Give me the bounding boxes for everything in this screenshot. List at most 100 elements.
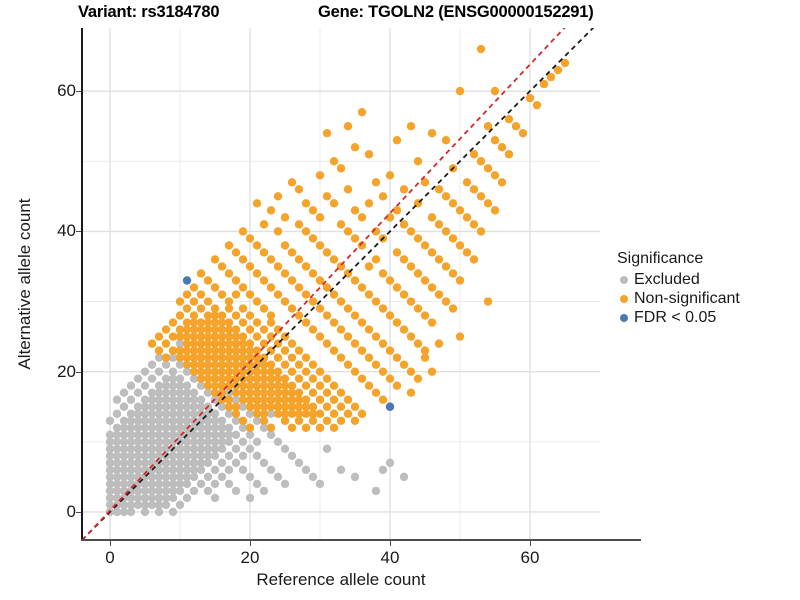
data-point — [168, 395, 178, 404]
data-point — [154, 409, 164, 418]
data-point — [343, 227, 353, 236]
data-point — [329, 395, 339, 404]
data-point — [287, 339, 297, 348]
data-point — [329, 157, 339, 166]
y-tick-mark — [76, 511, 81, 513]
data-point — [371, 360, 381, 369]
data-point — [427, 318, 437, 327]
data-point — [140, 444, 150, 454]
data-point — [203, 353, 213, 362]
data-point — [406, 332, 416, 341]
data-point — [560, 58, 570, 68]
data-point — [420, 311, 430, 320]
data-point — [147, 374, 157, 383]
data-point — [203, 367, 213, 376]
data-point — [189, 374, 199, 383]
data-point — [455, 206, 465, 215]
data-point — [126, 437, 136, 447]
data-point — [175, 360, 185, 369]
data-point — [147, 437, 157, 447]
data-point — [245, 388, 255, 397]
data-point — [147, 458, 157, 468]
data-point — [546, 72, 556, 82]
data-point — [357, 374, 367, 383]
data-point — [175, 444, 185, 454]
data-point — [112, 507, 122, 517]
data-point — [182, 276, 192, 285]
data-point — [182, 318, 192, 327]
data-point — [112, 479, 122, 489]
data-point — [140, 395, 150, 404]
data-point — [147, 493, 157, 503]
data-point — [266, 388, 276, 397]
data-point — [259, 304, 269, 313]
series-non-significant — [147, 44, 570, 432]
data-point — [224, 346, 234, 355]
data-point — [147, 451, 157, 461]
data-point — [357, 283, 367, 292]
data-point — [154, 367, 164, 376]
data-point — [175, 451, 185, 461]
data-point — [364, 199, 374, 208]
data-point — [301, 402, 311, 411]
data-point — [259, 423, 269, 432]
data-point — [217, 444, 227, 454]
data-point — [140, 507, 150, 517]
data-point — [483, 121, 493, 131]
data-point — [133, 388, 143, 397]
data-point — [196, 479, 206, 489]
data-point — [315, 304, 325, 313]
data-point — [259, 381, 269, 390]
data-point — [434, 339, 444, 348]
data-point — [322, 402, 332, 411]
data-point — [434, 255, 444, 264]
data-point — [112, 486, 122, 496]
data-point — [469, 255, 479, 264]
data-point — [217, 458, 227, 468]
data-point — [238, 353, 248, 362]
data-point — [112, 423, 122, 432]
data-point — [280, 346, 290, 355]
data-point — [413, 234, 423, 243]
legend-item[interactable]: Excluded — [617, 270, 797, 289]
data-point — [210, 311, 220, 320]
data-point — [406, 262, 416, 271]
data-point — [490, 136, 500, 145]
data-point — [280, 416, 290, 425]
data-point — [224, 297, 234, 306]
x-axis-title: Reference allele count — [256, 570, 426, 589]
data-point — [238, 283, 248, 292]
data-point — [133, 402, 143, 411]
data-point — [189, 395, 199, 404]
data-point — [378, 304, 388, 313]
data-point — [420, 353, 430, 362]
data-point — [196, 304, 206, 313]
data-point — [133, 416, 143, 425]
data-point — [196, 360, 206, 369]
data-point — [217, 381, 227, 390]
data-point — [210, 465, 220, 475]
legend-item[interactable]: FDR < 0.05 — [617, 308, 797, 327]
data-point — [196, 402, 206, 411]
data-point — [259, 458, 269, 468]
data-point — [126, 444, 136, 454]
data-point — [301, 318, 311, 327]
data-point — [175, 416, 185, 425]
data-point — [168, 437, 178, 447]
data-point — [161, 444, 171, 454]
data-point — [273, 472, 283, 482]
data-point — [392, 248, 402, 257]
legend-item-label: Excluded — [634, 270, 700, 288]
data-point — [182, 290, 192, 299]
data-point — [224, 241, 234, 250]
data-point — [175, 465, 185, 475]
data-point — [294, 185, 304, 194]
data-point — [280, 479, 290, 489]
data-point — [336, 353, 346, 362]
data-point — [420, 241, 430, 250]
data-point — [147, 472, 157, 482]
data-point — [259, 374, 269, 383]
legend-item[interactable]: Non-significant — [617, 289, 797, 308]
data-point — [175, 486, 185, 496]
data-point — [378, 339, 388, 348]
